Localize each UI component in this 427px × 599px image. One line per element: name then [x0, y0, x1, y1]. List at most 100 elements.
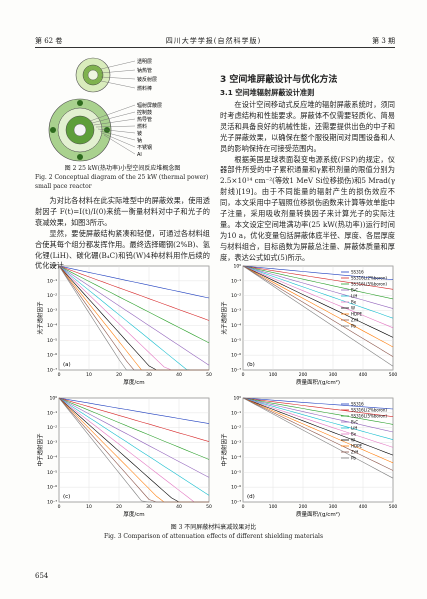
- y-tick-label: 10⁻⁷: [47, 368, 57, 374]
- legend-label: HDPE: [351, 444, 363, 449]
- legend-label: SS316L(5%boron): [351, 414, 387, 419]
- figure-3-caption-en: Fig. 3 Comparison of attenuation effects…: [103, 533, 324, 540]
- x-tick-label: 300: [329, 504, 338, 510]
- y-tick-label: 10⁻⁴: [231, 455, 241, 461]
- y-tick-label: 10⁻²: [47, 293, 57, 299]
- x-tick-label: 50: [206, 504, 212, 510]
- leader-line: [97, 128, 136, 134]
- paragraph: 显然，要使屏蔽结构紧凑和轻便，可通过各材料组合使其每个组分都发挥作用。最终选择硼…: [35, 228, 210, 271]
- y-tick-label: 10⁻⁶: [47, 485, 57, 491]
- y-tick-label: 10⁻⁵: [47, 338, 57, 344]
- curve: [242, 397, 394, 448]
- curve: [242, 397, 394, 410]
- paragraph: 在设计空间移动式反应堆的辐射屏蔽系统时，须同时考虑结构和性能要求。屏蔽体不仅需要…: [220, 100, 395, 153]
- panel-label: (d): [247, 494, 255, 500]
- x-tick-label: 20: [116, 504, 122, 510]
- volume: 第 62 卷: [35, 37, 63, 45]
- x-tick-label: 0: [242, 372, 245, 378]
- y-tick-label: 10⁻⁷: [231, 368, 241, 374]
- curve: [242, 397, 394, 464]
- x-tick-label: 40: [176, 504, 182, 510]
- x-tick-label: 100: [269, 504, 278, 510]
- y-axis-label: 中子透射因子: [36, 433, 44, 467]
- legend-label: Be: [351, 300, 357, 305]
- curve: [242, 397, 394, 479]
- x-tick-label: 0: [58, 372, 61, 378]
- figure-label: 辐射屏蔽层: [137, 102, 162, 109]
- y-tick-label: 10⁻²: [231, 293, 241, 299]
- x-tick-label: 50: [206, 372, 212, 378]
- curve: [58, 397, 209, 503]
- y-tick-label: 10⁻⁶: [47, 353, 57, 359]
- y-tick-label: 10⁻⁴: [47, 323, 57, 329]
- figure-3-caption-cn: 图 3 不同屏蔽材料衰减效果对比: [170, 524, 257, 531]
- x-tick-label: 400: [359, 372, 368, 378]
- x-tick-label: 30: [146, 504, 152, 510]
- curve: [242, 397, 394, 456]
- paragraph: 根据美国星球表面裂变电源系统(FSP)的规定，仪器部件所受的中子累积通量和γ累积…: [220, 154, 395, 262]
- y-tick-label: 10⁻¹: [47, 410, 57, 416]
- leader-line: [91, 111, 136, 124]
- curve: [58, 265, 209, 371]
- y-tick-label: 10⁻⁶: [231, 485, 241, 491]
- leader-line: [103, 134, 136, 155]
- curve: [58, 397, 210, 478]
- curve: [242, 265, 394, 348]
- y-tick-label: 10⁰: [49, 396, 57, 402]
- x-tick-label: 500: [389, 504, 397, 510]
- header-rule: [35, 47, 395, 48]
- curve: [58, 397, 210, 460]
- figure-label: 热导管: [137, 116, 152, 123]
- plot-panel: 10⁰ 10⁻¹ 10⁻² 10⁻³ 10⁻⁴ 10⁻⁵ 10⁻⁶ 10⁻⁷0 10 20 30 40…: [36, 396, 212, 519]
- x-axis-label: 厚度/cm: [123, 510, 144, 518]
- plot-panel: 10⁰ 10⁻¹ 10⁻² 10⁻³ 10⁻⁴ 10⁻⁵ 10⁻⁶ 10⁻⁷0 10 20 30 40…: [36, 264, 212, 387]
- x-tick-label: 30: [146, 372, 152, 378]
- legend-label: W: [351, 438, 355, 443]
- x-tick-label: 0: [242, 504, 245, 510]
- curve: [242, 265, 394, 357]
- left-text: 为对比各材料在此实际堆型中的屏蔽效果，使用透射因子 F(t)=I(t)/I(0)…: [35, 196, 210, 272]
- plot-area: [242, 265, 394, 371]
- y-tick-label: 10⁻⁷: [47, 500, 57, 506]
- legend-label: B₄C: [351, 420, 358, 425]
- curve: [58, 397, 210, 442]
- figure-label: 燃料: [137, 123, 147, 130]
- x-tick-label: 100: [269, 372, 278, 378]
- y-tick-label: 10⁻²: [47, 425, 57, 431]
- legend-label: ZrH: [351, 318, 358, 323]
- legend-label: B₄C: [351, 288, 358, 293]
- y-axis-label: 中子透射因子: [220, 433, 228, 467]
- x-tick-label: 400: [359, 504, 368, 510]
- legend-label: LiH: [351, 294, 357, 299]
- y-tick-label: 10⁻³: [231, 308, 241, 314]
- curve: [242, 397, 394, 433]
- figure-2-caption-en: Fig. 2 Conceptual diagram of the 25 kW (…: [35, 174, 209, 190]
- curve: [58, 397, 210, 496]
- plot-panel: 10⁰ 10⁻¹ 10⁻² 10⁻³ 10⁻⁴ 10⁻⁵ 10⁻⁶ 10⁻⁷0 100 200 30…: [220, 396, 397, 519]
- legend-label: ZrH: [351, 450, 358, 455]
- y-tick-label: 10⁻⁶: [231, 353, 241, 359]
- y-tick-label: 10⁻⁵: [47, 470, 57, 476]
- y-tick-label: 10⁰: [233, 396, 241, 402]
- y-tick-label: 10⁻⁴: [231, 323, 241, 329]
- y-tick-label: 10⁻¹: [231, 278, 241, 284]
- x-tick-label: 10: [86, 504, 92, 510]
- legend-label: HDPE: [351, 312, 363, 317]
- x-axis-label: 质量面积/(g/cm²): [296, 378, 340, 386]
- x-tick-label: 200: [299, 372, 308, 378]
- legend-label: Be: [351, 432, 357, 437]
- y-tick-label: 10⁻³: [47, 308, 57, 314]
- subsection-title: 3.1 空间堆辐射屏蔽设计准则: [220, 88, 315, 97]
- legend-label: Pb: [351, 324, 356, 329]
- figure-label: Al: [137, 152, 142, 158]
- curve: [58, 265, 210, 344]
- legend-label: SS316L(2%boron): [351, 408, 387, 413]
- legend-label: Pb: [351, 456, 356, 461]
- y-tick-label: 10⁻¹: [47, 278, 57, 284]
- x-tick-label: 200: [299, 504, 308, 510]
- curve: [242, 265, 394, 329]
- y-tick-label: 10⁻⁵: [231, 338, 241, 344]
- curve: [242, 265, 394, 319]
